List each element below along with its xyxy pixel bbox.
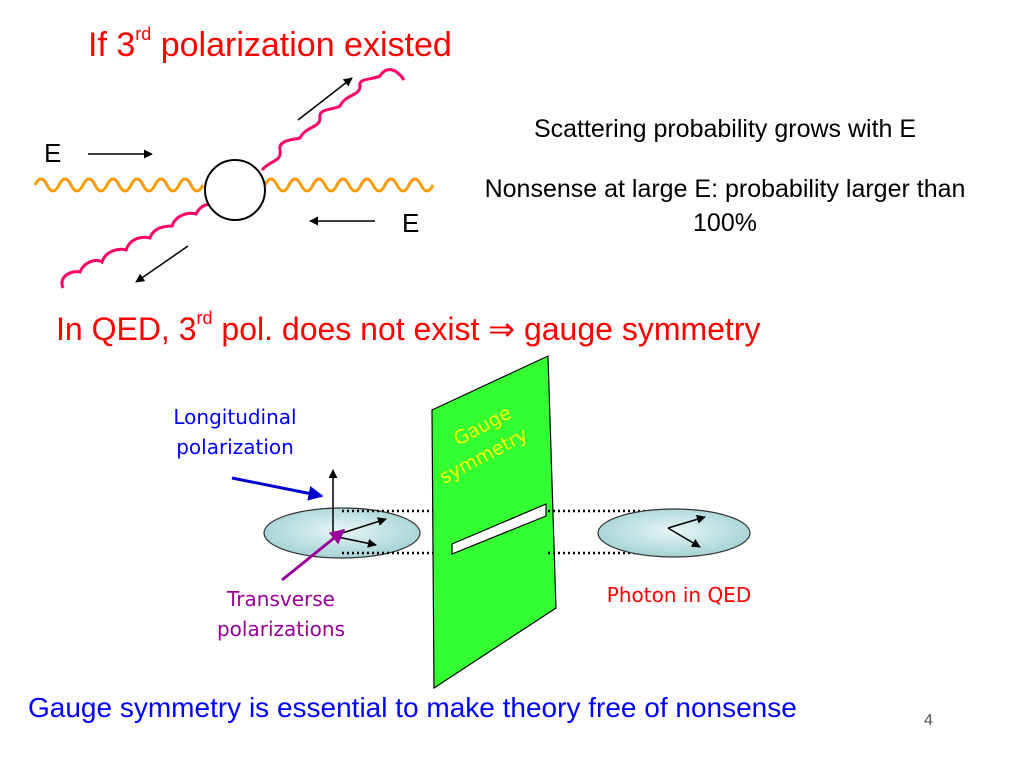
photon-vector-2 bbox=[667, 527, 701, 548]
title2-after: pol. does not exist bbox=[212, 311, 489, 347]
transverse-pointer bbox=[281, 528, 346, 582]
gauge-symmetry-plane bbox=[431, 355, 557, 690]
photon-vector-1 bbox=[667, 514, 706, 529]
transverse-label: Transverse polarizations bbox=[216, 587, 345, 641]
e-label-right: E bbox=[402, 208, 420, 238]
nonsense-text: Nonsense at large E: probability larger … bbox=[484, 175, 966, 237]
scattering-text: Scattering probability grows with E bbox=[533, 115, 917, 143]
e-label-left: E bbox=[44, 138, 62, 168]
gauge-diagram: Gauge symmetry bbox=[231, 355, 751, 690]
title2-end: gauge symmetry bbox=[515, 311, 761, 347]
slide-title-1: If 3rd polarization existed bbox=[88, 23, 452, 65]
title1-after: polarization existed bbox=[151, 26, 452, 64]
incoming-wave-right bbox=[263, 177, 435, 193]
implies-symbol: ⇒ bbox=[488, 311, 516, 347]
outgoing-wave-lower bbox=[60, 202, 213, 289]
arrow-out-lower bbox=[135, 245, 189, 283]
longitudinal-pointer bbox=[231, 476, 324, 501]
title1-before: If 3 bbox=[88, 26, 136, 64]
photon-disk-right bbox=[597, 508, 751, 558]
conclusion-text: Gauge symmetry is essential to make theo… bbox=[28, 692, 797, 723]
page-number: 4 bbox=[924, 712, 933, 729]
incoming-wave-left bbox=[33, 177, 205, 193]
outgoing-wave-upper bbox=[260, 68, 406, 172]
title1-sup: rd bbox=[135, 23, 152, 44]
title2-sup: rd bbox=[196, 308, 213, 329]
gauge-slit bbox=[451, 503, 547, 555]
slide-title-2: In QED, 3rd pol. does not exist ⇒ gauge … bbox=[56, 308, 761, 348]
longitudinal-label: Longitudinal polarization bbox=[173, 405, 297, 459]
photon-label: Photon in QED bbox=[606, 583, 752, 607]
arrow-out-upper bbox=[297, 77, 353, 121]
title2-before: In QED, 3 bbox=[56, 311, 197, 347]
scattering-diagram bbox=[33, 68, 435, 289]
interaction-vertex bbox=[204, 159, 266, 221]
